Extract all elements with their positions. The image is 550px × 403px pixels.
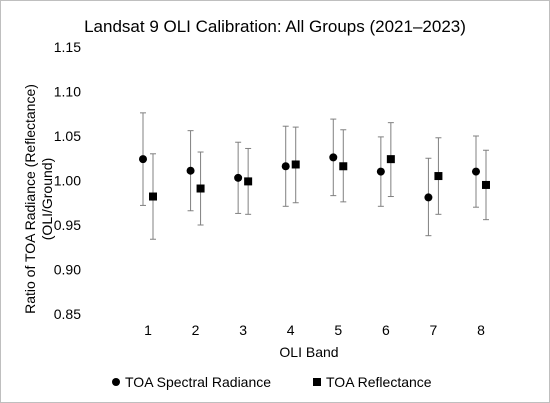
data-point-square (339, 162, 348, 171)
series-layer (139, 112, 490, 240)
series-toa-spectral-radiance (139, 112, 480, 237)
y-tick-label: 0.85 (54, 306, 81, 322)
legend: TOA Spectral Radiance TOA Reflectance (112, 374, 432, 390)
legend-label-toa-spectral-radiance: TOA Spectral Radiance (125, 374, 271, 390)
x-tick-label: 4 (287, 322, 295, 338)
y-tick-label: 0.90 (54, 262, 81, 278)
data-point-square (244, 177, 253, 186)
data-point-circle (281, 162, 290, 171)
data-point-circle (471, 167, 480, 176)
data-point-circle (329, 153, 338, 162)
x-tick-label: 3 (239, 322, 247, 338)
chart-title: Landsat 9 OLI Calibration: All Groups (2… (84, 17, 466, 36)
legend-marker-toa-reflectance (313, 378, 321, 386)
data-point-square (149, 192, 157, 201)
legend-marker-toa-spectral-radiance (112, 378, 120, 386)
x-axis-ticks: 1 2 3 4 5 6 7 8 (144, 322, 485, 338)
x-tick-label: 2 (192, 322, 200, 338)
y-axis-label-line-1: Ratio of TOA Radiance (Reflectance) (22, 84, 38, 314)
y-tick-label: 1.15 (54, 39, 81, 55)
data-point-square (196, 184, 205, 193)
y-axis-ticks: 0.85 0.90 0.95 1.00 1.05 1.10 1.15 (54, 39, 81, 322)
data-point-square (481, 180, 490, 189)
data-point-circle (424, 193, 433, 202)
y-tick-label: 0.95 (54, 217, 81, 233)
data-point-circle (376, 167, 385, 176)
y-tick-label: 1.05 (54, 128, 81, 144)
data-point-circle (139, 155, 147, 164)
x-tick-label: 6 (382, 322, 390, 338)
x-tick-label: 7 (430, 322, 438, 338)
y-tick-label: 1.10 (54, 84, 81, 100)
data-point-square (386, 155, 395, 164)
y-axis-label-line-2: (OLI/Ground) (39, 158, 55, 240)
data-point-circle (234, 173, 243, 182)
x-tick-label: 5 (334, 322, 342, 338)
data-point-square (434, 172, 443, 181)
x-tick-label: 8 (477, 322, 485, 338)
data-point-square (291, 160, 300, 169)
x-axis-label: OLI Band (279, 344, 338, 360)
series-toa-reflectance (149, 122, 490, 240)
data-point-circle (186, 166, 195, 175)
legend-label-toa-reflectance: TOA Reflectance (326, 374, 432, 390)
x-tick-label: 1 (144, 322, 152, 338)
y-tick-label: 1.00 (54, 173, 81, 189)
